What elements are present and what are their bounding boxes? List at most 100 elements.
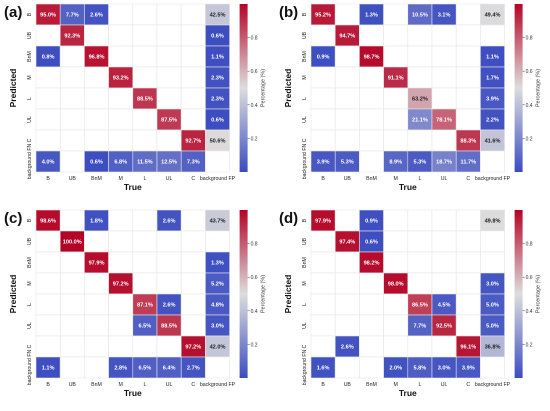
y-tick-label: UB (27, 237, 33, 245)
colorbar-tick-label: 0.8 (251, 242, 258, 248)
cell-value-label: 2.6% (163, 303, 176, 309)
heatmap-cell (480, 150, 505, 173)
heatmap-cell (180, 66, 206, 89)
cell-value-label: 1.3% (211, 261, 224, 267)
heatmap-cell (108, 230, 134, 253)
heatmap-cell (35, 272, 61, 295)
heatmap-cell (59, 108, 85, 131)
heatmap-cell (310, 335, 336, 358)
cell-value-label: 6.5% (139, 366, 152, 372)
heatmap-cell (59, 45, 85, 68)
y-tick-label: L (302, 97, 308, 100)
y-tick-label: UB (27, 31, 33, 39)
cell-value-label: 1.8% (90, 219, 103, 225)
cell-value-label: 100.0% (63, 240, 82, 246)
heatmap-cell (132, 335, 158, 358)
heatmap-cell (132, 108, 158, 131)
heatmap-cell (359, 314, 384, 337)
colorbar (514, 4, 523, 172)
heatmap-cell (35, 293, 61, 316)
cell-value-label: 10.5% (412, 13, 428, 19)
cell-value-label: 4.5% (438, 303, 451, 309)
x-tick-label: C (466, 382, 470, 388)
heatmap-cell (35, 24, 61, 47)
x-tick-label: B (46, 382, 50, 388)
y-tick-label: BnM (302, 51, 308, 62)
heatmap-cell (156, 335, 182, 358)
cell-value-label: 2.7% (187, 366, 200, 372)
y-tick-label: UL (27, 322, 33, 329)
heatmap-cell (310, 108, 336, 131)
heatmap-cell (84, 230, 109, 253)
y-tick-label: BnM (302, 257, 308, 268)
heatmap-cell (205, 356, 230, 379)
y-tick-label: C (302, 344, 308, 348)
cell-value-label: 43.7% (210, 219, 226, 225)
x-tick-label: L (143, 176, 146, 182)
cell-value-label: 11.5% (137, 160, 153, 166)
heatmap-cell (455, 230, 481, 253)
heatmap-cell (383, 129, 409, 152)
heatmap-cell (132, 209, 158, 232)
heatmap-cell (455, 66, 481, 89)
x-tick-label: L (418, 382, 421, 388)
heatmap-cell (35, 314, 61, 337)
heatmap-cell (383, 251, 409, 274)
cell-value-label: 96.8% (89, 55, 105, 61)
heatmap-cell (108, 87, 134, 110)
colorbar-tick-label: 0.2 (251, 136, 258, 142)
heatmap-b: 95.2% 1.3% 10.5% 3.1% 49.4% 94.7% 0.9% 98.7% 1.1… (283, 3, 542, 192)
heatmap-cell (132, 272, 158, 295)
heatmap-cell (156, 66, 182, 89)
colorbar-label: Percentage (%) (536, 69, 542, 107)
cell-value-label: 92.3% (64, 34, 80, 40)
heatmap-panel-c: 98.6% 1.8% 2.6% 43.7% 100.0% 97.9% 1.3% 97.2% 5.… (0, 206, 275, 411)
y-axis-label: Predicted (8, 69, 18, 108)
cell-value-label: 3.0% (211, 324, 224, 330)
heatmap-cell (334, 293, 360, 316)
cell-value-label: 3.0% (486, 282, 499, 288)
x-tick-label: BnM (91, 382, 102, 388)
cell-value-label: 97.9% (315, 219, 331, 225)
x-tick-label: UB (344, 176, 352, 182)
heatmap-cell (108, 293, 134, 316)
heatmap-cell (156, 87, 182, 110)
heatmap-cell (35, 251, 61, 274)
cell-value-label: 1.1% (486, 55, 499, 61)
heatmap-cell (35, 87, 61, 110)
x-axis-label: True (399, 388, 417, 398)
cell-value-label: 12.5% (161, 160, 177, 166)
heatmap-cell (156, 45, 182, 68)
x-axis-label: True (399, 182, 417, 192)
x-tick-label: UB (344, 382, 352, 388)
heatmap-cell (407, 251, 433, 274)
heatmap-cell (59, 129, 85, 152)
colorbar-tick-label: 0.2 (251, 342, 258, 348)
heatmap-cell (383, 230, 409, 253)
cell-value-label: 36.8% (485, 345, 501, 351)
heatmap-cell (455, 314, 481, 337)
cell-value-label: 2.6% (163, 219, 176, 225)
cell-value-label: 86.5% (412, 303, 428, 309)
heatmap-cell (180, 230, 206, 253)
cell-value-label: 42.5% (210, 13, 226, 19)
heatmap-cell (59, 87, 85, 110)
colorbar-tick-label: 0.6 (526, 275, 533, 281)
heatmap-cell (310, 87, 336, 110)
heatmap-cell (84, 272, 109, 295)
heatmap-cell (334, 314, 360, 337)
y-tick-label: M (27, 281, 33, 285)
heatmap-cell (407, 335, 433, 358)
heatmap-cell (407, 45, 433, 68)
heatmap-cell (359, 335, 384, 358)
heatmap-cell (455, 108, 481, 131)
heatmap-cell (455, 87, 481, 110)
heatmap-cell (455, 293, 481, 316)
y-tick-label: B (27, 12, 33, 16)
heatmap-cell (35, 335, 61, 358)
heatmap-cell (132, 45, 158, 68)
heatmap-cell (431, 66, 457, 89)
heatmap-cell (383, 314, 409, 337)
x-tick-label: M (119, 382, 123, 388)
x-tick-label: UL (441, 176, 448, 182)
